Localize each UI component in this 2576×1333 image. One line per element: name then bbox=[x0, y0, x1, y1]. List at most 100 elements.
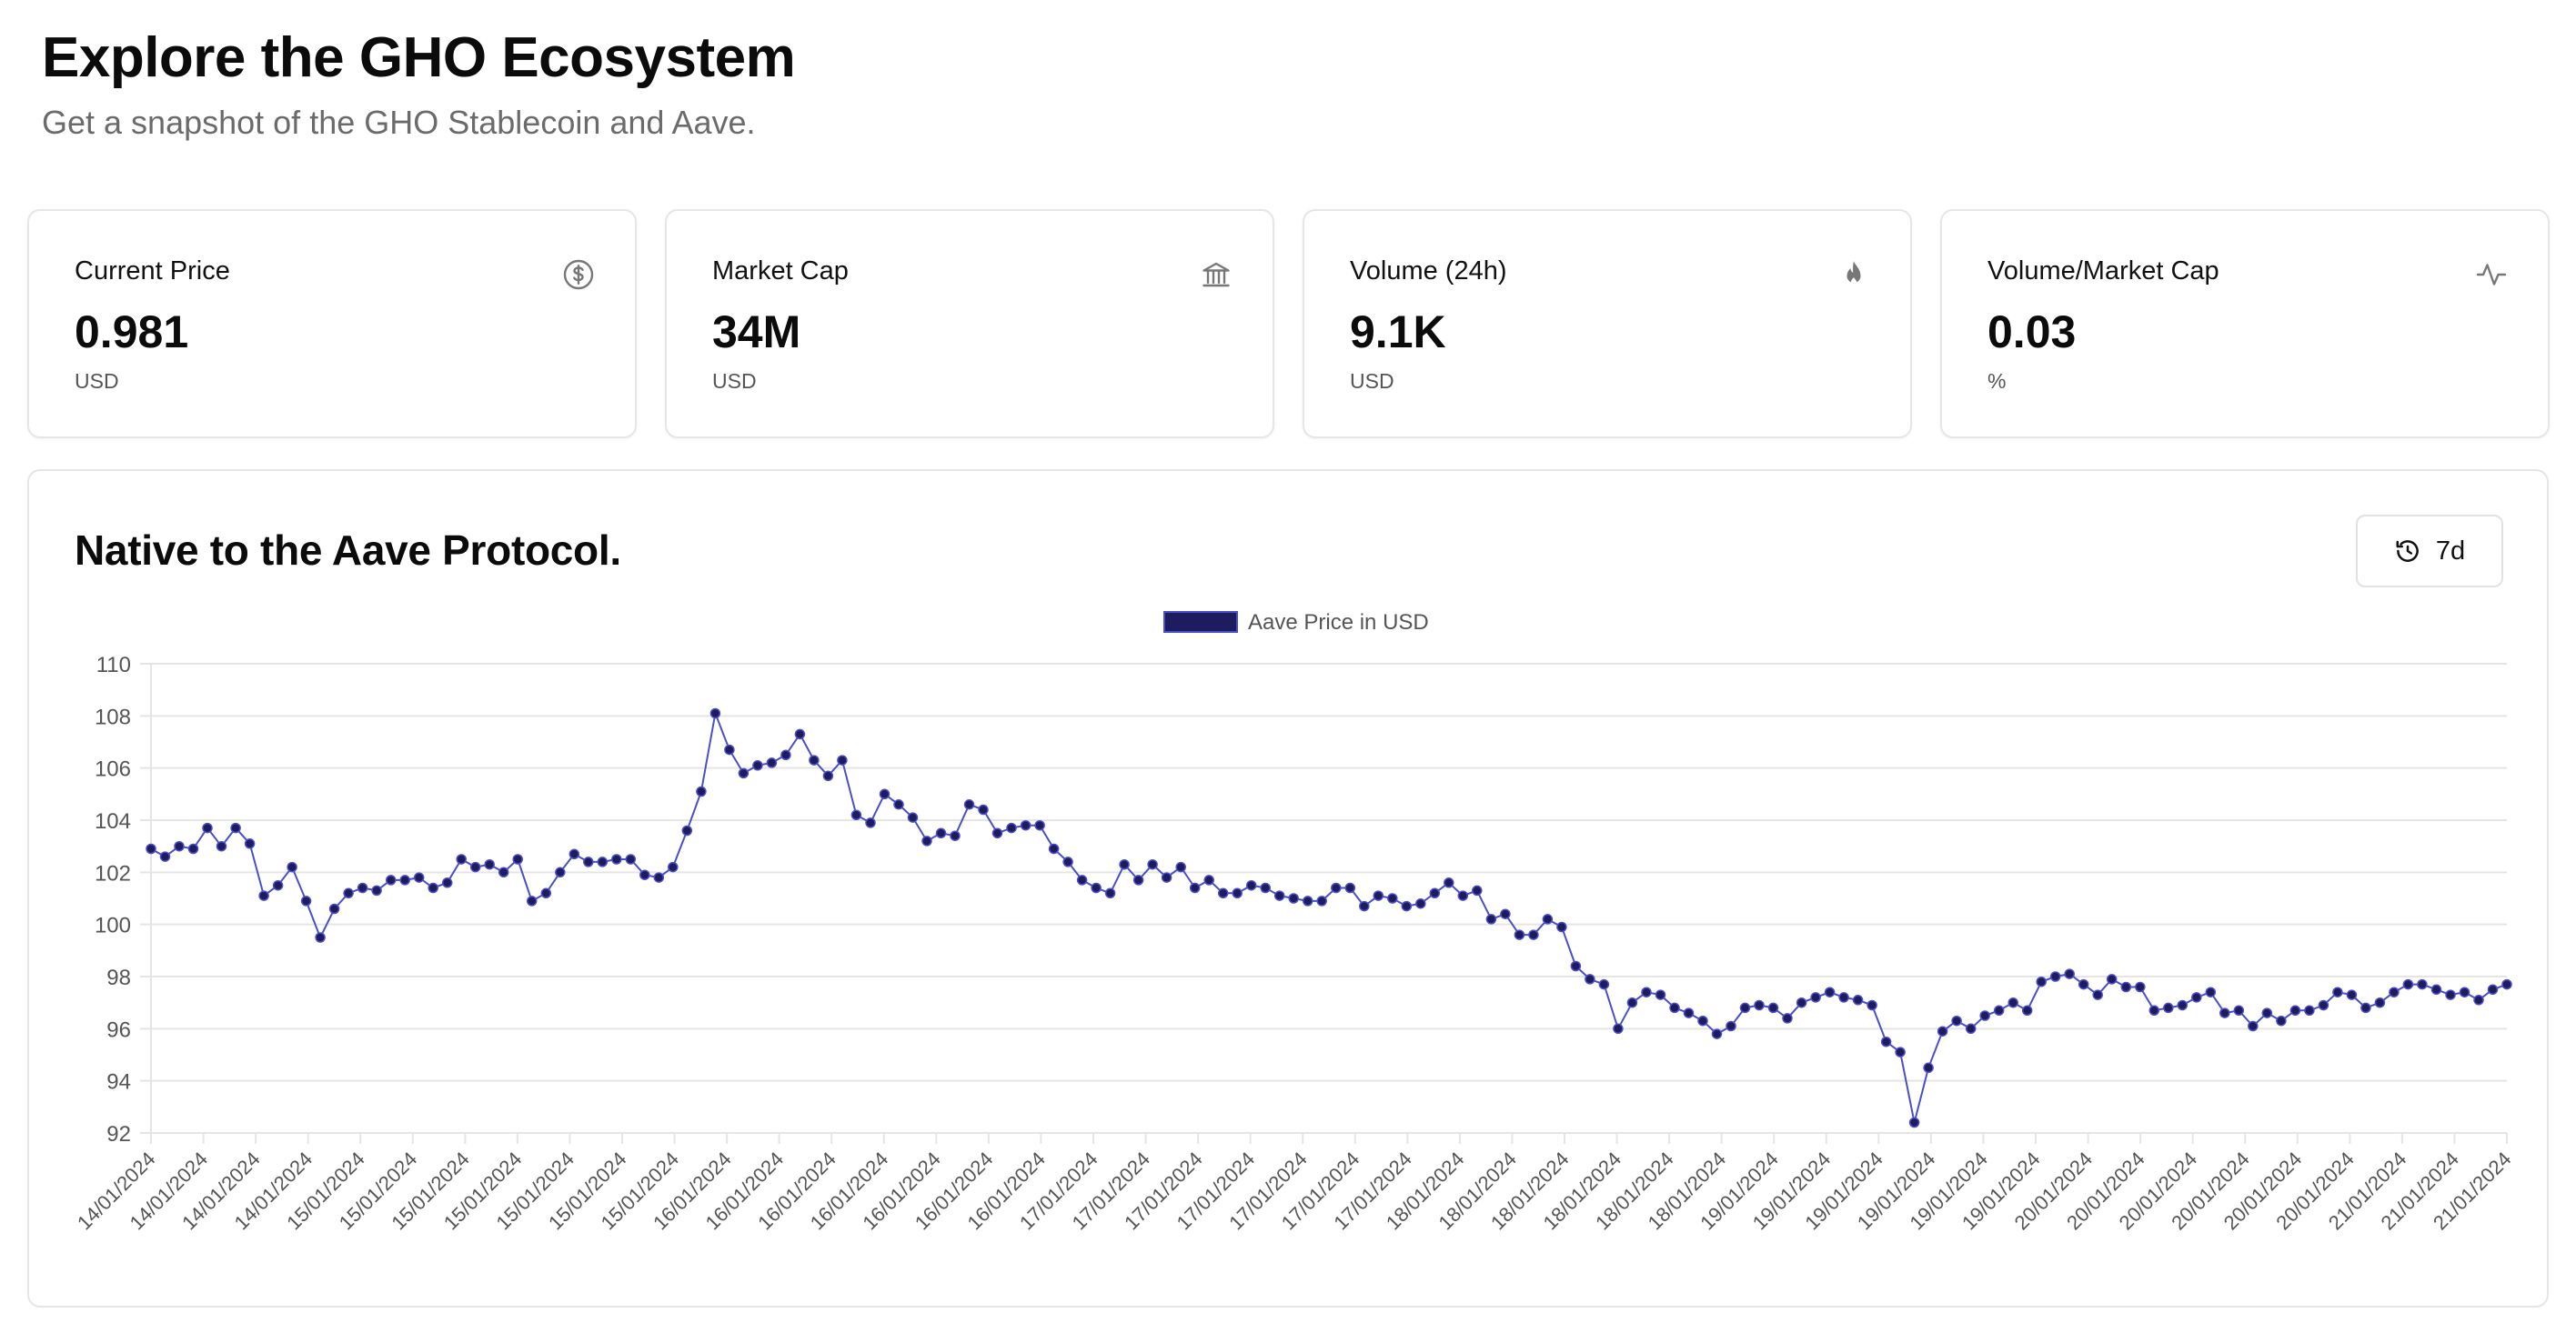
y-tick-label: 110 bbox=[96, 653, 131, 677]
data-point bbox=[2360, 1002, 2371, 1014]
data-point bbox=[526, 896, 538, 907]
data-point bbox=[1485, 914, 1497, 925]
data-point bbox=[991, 827, 1003, 839]
data-point bbox=[413, 872, 425, 883]
data-point bbox=[2036, 976, 2047, 987]
data-point bbox=[1387, 893, 1398, 904]
data-point bbox=[2007, 997, 2018, 1008]
data-point bbox=[2417, 978, 2428, 990]
data-point bbox=[865, 817, 876, 828]
data-point bbox=[907, 812, 919, 823]
data-point bbox=[1034, 819, 1045, 831]
page-title: Explore the GHO Ecosystem bbox=[42, 26, 796, 89]
data-point bbox=[1415, 897, 1426, 909]
data-point bbox=[809, 755, 820, 766]
data-point bbox=[287, 861, 297, 873]
data-point bbox=[1669, 1002, 1680, 1014]
data-point bbox=[2332, 987, 2343, 997]
y-tick-label: 94 bbox=[106, 1070, 131, 1095]
data-point bbox=[1260, 882, 1271, 894]
data-point bbox=[1373, 890, 1384, 901]
data-point bbox=[569, 848, 580, 860]
chart-section-title: Native to the Aave Protocol. bbox=[75, 526, 621, 574]
data-point bbox=[300, 896, 312, 907]
chart-card: Native to the Aave Protocol. 7d 92 94 96 98… bbox=[27, 469, 2549, 1308]
data-point bbox=[2148, 1005, 2160, 1017]
stat-unit: % bbox=[1987, 369, 2007, 393]
data-point bbox=[2261, 1007, 2273, 1018]
stat-label: Current Price bbox=[75, 256, 230, 286]
data-point bbox=[1359, 900, 1370, 912]
bank-icon bbox=[1200, 258, 1233, 291]
data-point bbox=[469, 861, 481, 873]
data-point bbox=[498, 867, 509, 878]
data-point bbox=[555, 867, 566, 878]
data-point bbox=[2219, 1007, 2230, 1018]
data-point bbox=[2445, 989, 2456, 1000]
data-point bbox=[1217, 887, 1229, 899]
stat-label: Market Cap bbox=[712, 256, 849, 286]
stat-value: 9.1K bbox=[1350, 306, 1446, 357]
data-point bbox=[1739, 1002, 1751, 1014]
data-point bbox=[1161, 872, 1172, 883]
data-point bbox=[385, 875, 397, 886]
data-point bbox=[1062, 857, 1073, 867]
time-range-button[interactable]: 7d bbox=[2356, 515, 2503, 587]
data-point bbox=[2473, 995, 2484, 1006]
data-point bbox=[724, 744, 735, 756]
data-point bbox=[1810, 992, 1821, 1003]
data-point bbox=[752, 760, 763, 771]
stat-label: Volume/Market Cap bbox=[1987, 256, 2219, 286]
data-point bbox=[2191, 992, 2202, 1003]
data-point bbox=[653, 872, 665, 883]
data-point bbox=[850, 809, 862, 821]
data-point bbox=[159, 851, 171, 862]
data-point bbox=[1641, 987, 1652, 997]
data-point bbox=[2374, 997, 2386, 1008]
data-point bbox=[1838, 992, 1849, 1003]
data-point bbox=[681, 825, 693, 837]
data-point bbox=[611, 854, 622, 865]
data-point bbox=[1104, 887, 1116, 899]
data-point bbox=[766, 757, 778, 768]
data-point bbox=[357, 882, 368, 894]
data-point bbox=[2064, 968, 2075, 979]
data-point bbox=[2289, 1005, 2301, 1017]
data-point bbox=[794, 728, 806, 740]
data-point bbox=[1923, 1062, 1934, 1074]
data-point bbox=[2163, 1002, 2174, 1014]
data-point bbox=[2177, 999, 2189, 1011]
data-point bbox=[2205, 987, 2217, 997]
stat-unit: USD bbox=[75, 369, 119, 393]
data-point bbox=[1908, 1117, 1920, 1128]
data-point bbox=[1979, 1010, 1990, 1021]
data-point bbox=[2402, 978, 2414, 990]
data-point bbox=[1880, 1036, 1892, 1047]
stat-unit: USD bbox=[712, 369, 757, 393]
y-tick-label: 92 bbox=[106, 1122, 131, 1147]
data-point bbox=[1528, 929, 1539, 940]
data-point bbox=[315, 932, 326, 943]
data-point bbox=[1570, 960, 1582, 972]
data-point bbox=[187, 843, 199, 855]
data-point bbox=[2120, 981, 2132, 993]
data-point bbox=[1767, 1002, 1779, 1014]
data-point bbox=[583, 857, 594, 867]
series-line bbox=[150, 712, 2508, 1124]
data-point bbox=[1598, 978, 1610, 990]
data-point bbox=[343, 887, 354, 899]
data-point bbox=[950, 830, 961, 841]
data-point bbox=[1585, 974, 1595, 985]
data-point bbox=[893, 799, 904, 810]
data-point bbox=[1175, 861, 1186, 873]
data-point bbox=[2459, 987, 2470, 997]
legend-label: Aave Price in USD bbox=[1248, 610, 1429, 635]
data-point bbox=[2106, 974, 2118, 985]
data-point bbox=[484, 858, 495, 870]
data-point bbox=[1782, 1013, 1793, 1024]
flame-icon bbox=[1837, 258, 1870, 291]
y-tick-label: 102 bbox=[95, 861, 131, 886]
data-point bbox=[1937, 1026, 1948, 1037]
data-point bbox=[1697, 1015, 1708, 1027]
data-point bbox=[1444, 877, 1454, 888]
